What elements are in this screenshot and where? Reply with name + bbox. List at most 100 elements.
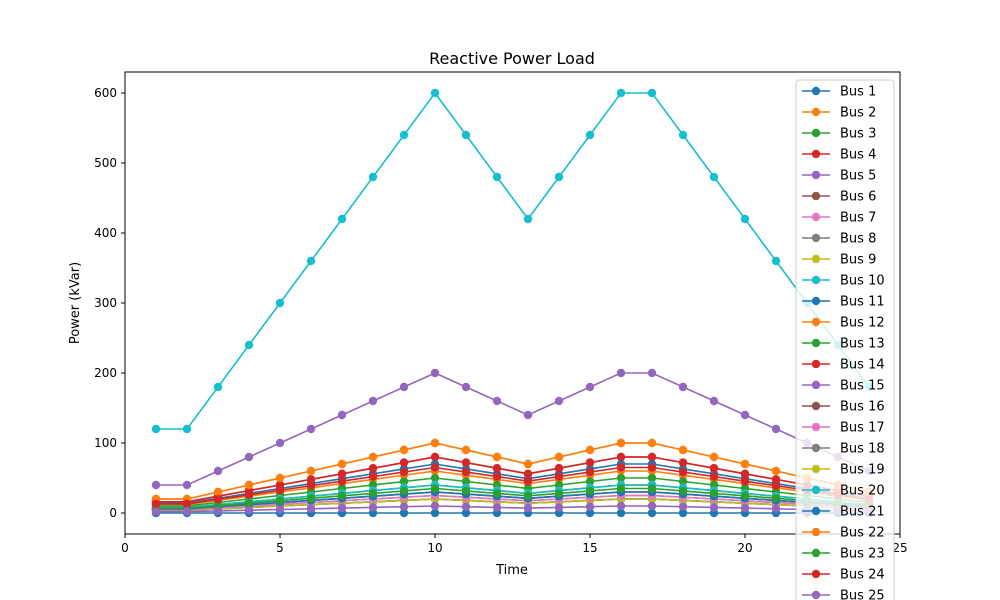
data-point	[554, 396, 564, 406]
data-point	[244, 480, 254, 490]
data-point	[616, 438, 626, 448]
data-point	[275, 438, 285, 448]
legend-label: Bus 6	[840, 190, 876, 205]
data-point	[151, 499, 161, 509]
legend-swatch-marker	[811, 443, 821, 453]
x-tick-label: 20	[737, 541, 752, 555]
legend-item: Bus 12	[802, 316, 885, 331]
legend-swatch-marker	[811, 380, 821, 390]
data-point	[399, 382, 409, 392]
data-point	[678, 467, 688, 477]
legend-label: Bus 23	[840, 547, 885, 562]
legend-item: Bus 9	[802, 253, 876, 268]
data-point	[244, 452, 254, 462]
data-point	[616, 463, 626, 472]
data-point	[492, 472, 502, 481]
data-point	[771, 475, 781, 484]
legend-label: Bus 11	[840, 295, 885, 310]
data-point	[554, 172, 564, 182]
legend-label: Bus 10	[840, 274, 885, 289]
legend-item: Bus 15	[802, 379, 885, 394]
legend-swatch-marker	[811, 107, 821, 117]
data-point	[709, 472, 719, 481]
data-point	[554, 472, 564, 481]
data-point	[275, 298, 285, 308]
y-axis-label: Power (kVar)	[68, 262, 83, 344]
data-point	[213, 382, 223, 392]
legend-item: Bus 14	[802, 358, 885, 373]
data-point	[430, 368, 440, 378]
legend-item: Bus 4	[802, 148, 876, 163]
legend-swatch-marker	[811, 296, 821, 306]
data-point	[461, 486, 471, 496]
legend-label: Bus 25	[840, 589, 885, 600]
data-point	[523, 491, 533, 501]
legend-label: Bus 17	[840, 421, 885, 436]
series-bus-10	[151, 88, 874, 434]
data-point	[709, 396, 719, 406]
legend-swatch-marker	[811, 422, 821, 432]
legend-item: Bus 11	[802, 295, 885, 310]
data-point	[523, 459, 533, 469]
data-point	[678, 445, 688, 455]
series-line	[156, 477, 870, 507]
legend-label: Bus 8	[840, 232, 876, 247]
data-point	[337, 214, 347, 224]
data-point	[554, 503, 564, 512]
data-point	[647, 438, 657, 448]
data-point	[275, 505, 285, 514]
data-point	[647, 452, 657, 462]
data-point	[709, 489, 719, 498]
data-point	[275, 496, 285, 505]
data-point	[647, 508, 657, 518]
data-point	[492, 503, 502, 512]
y-tick-label: 100	[94, 436, 117, 450]
data-point	[492, 489, 502, 498]
y-tick-label: 600	[94, 86, 117, 100]
data-point	[399, 458, 409, 467]
legend-swatch-marker	[811, 317, 821, 327]
data-point	[616, 88, 626, 98]
series-line	[156, 498, 870, 512]
data-point	[399, 486, 409, 496]
legend-swatch-marker	[811, 254, 821, 264]
data-point	[585, 445, 595, 455]
data-point	[182, 499, 192, 509]
data-point	[399, 477, 409, 486]
data-point	[740, 476, 750, 486]
data-point	[461, 467, 471, 477]
series-line	[156, 505, 870, 513]
legend-item: Bus 20	[802, 484, 885, 499]
data-point	[771, 424, 781, 434]
data-point	[647, 501, 657, 511]
data-point	[771, 504, 781, 513]
legend-label: Bus 9	[840, 253, 876, 268]
legend-swatch-marker	[811, 86, 821, 96]
data-point	[740, 503, 750, 513]
data-point	[399, 445, 409, 455]
data-point	[647, 473, 657, 483]
legend-item: Bus 19	[802, 463, 885, 478]
legend-item: Bus 18	[802, 442, 885, 457]
data-point	[337, 491, 347, 501]
data-point	[306, 466, 316, 476]
legend-item: Bus 24	[802, 568, 885, 583]
data-point	[368, 464, 378, 473]
data-point	[368, 503, 378, 512]
y-tick-label: 0	[109, 506, 117, 520]
data-point	[585, 467, 595, 477]
series-line	[156, 494, 870, 511]
legend-swatch-marker	[811, 212, 821, 222]
data-point	[430, 463, 440, 472]
data-point	[585, 508, 595, 518]
legend-item: Bus 3	[802, 127, 876, 142]
data-point	[492, 452, 502, 462]
data-point	[306, 504, 316, 513]
legend-swatch-marker	[811, 170, 821, 180]
data-point	[492, 396, 502, 406]
legend-item: Bus 7	[802, 211, 876, 226]
y-tick-label: 500	[94, 156, 117, 170]
data-point	[678, 486, 688, 496]
data-point	[709, 172, 719, 182]
legend-label: Bus 22	[840, 526, 885, 541]
